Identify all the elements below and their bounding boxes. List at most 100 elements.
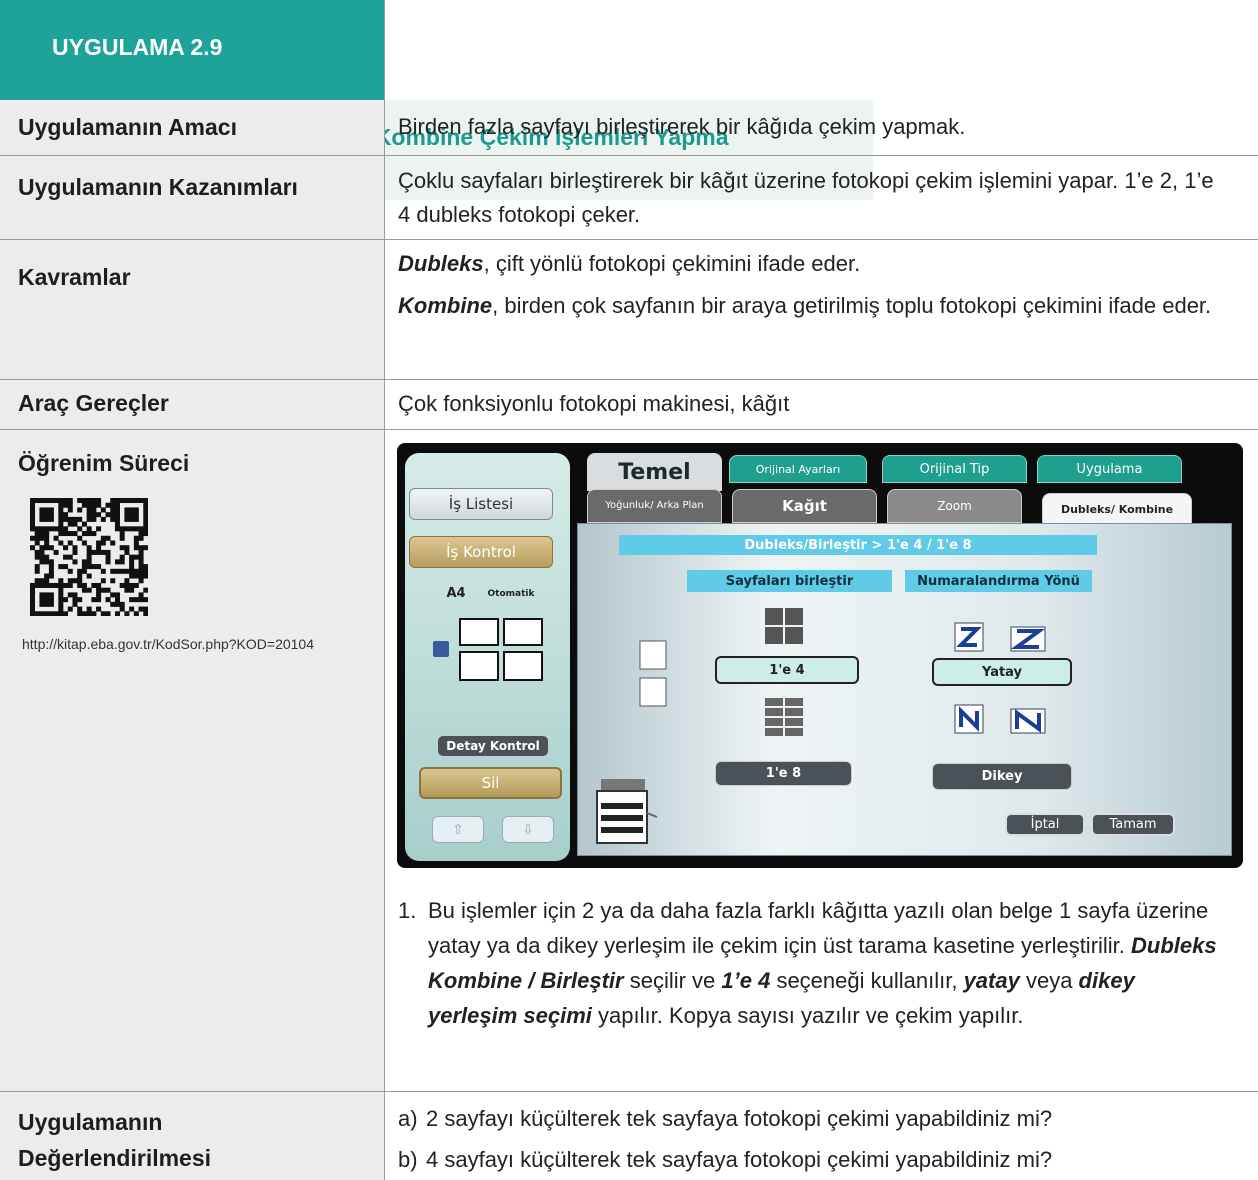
thumb (459, 651, 499, 681)
qr-module (39, 554, 45, 560)
qr-module (34, 554, 40, 560)
qr-module (39, 545, 45, 551)
qr-module (110, 601, 116, 607)
qr-module (129, 597, 135, 603)
qr-module (48, 611, 54, 616)
tab-active[interactable]: Temel (587, 453, 722, 491)
eval-marker: b) (398, 1147, 418, 1172)
qr-module (48, 573, 54, 579)
option-button[interactable]: Dikey (932, 763, 1072, 790)
qr-module (138, 554, 144, 560)
side-button[interactable]: İş Listesi (409, 488, 553, 520)
qr-module (77, 498, 83, 504)
option-button[interactable]: Yatay (932, 658, 1072, 686)
qr-module (67, 554, 73, 560)
option-button[interactable]: 1'e 8 (715, 761, 852, 786)
subtab[interactable]: Kağıt (732, 489, 877, 523)
qr-module (81, 502, 87, 508)
qr-module (30, 592, 36, 598)
qr-module (34, 526, 40, 532)
thumb (503, 651, 543, 681)
qr-module (44, 535, 50, 541)
qr-module (34, 531, 40, 537)
side-button[interactable]: Sil (419, 767, 562, 799)
tab[interactable]: Orijinal Ayarları (729, 455, 867, 483)
subtab[interactable]: Yoğunluk/ Arka Plan (587, 489, 722, 523)
option-button[interactable]: 1'e 4 (715, 656, 859, 684)
qr-code (30, 498, 148, 616)
qr-module (34, 611, 40, 616)
qr-module (34, 549, 40, 555)
qr-module (91, 498, 97, 504)
qr-module (81, 540, 87, 546)
qr-module (63, 554, 69, 560)
qr-module (86, 587, 92, 593)
subtab[interactable]: Zoom (887, 489, 1022, 523)
concept: Dubleks, çift yönlü fotokopi çekimini if… (398, 247, 1228, 281)
qr-module (96, 592, 102, 598)
eval-text: 4 sayfayı küçülterek tek sayfaya fotokop… (426, 1147, 1053, 1172)
qr-module (44, 531, 50, 537)
qr-module (114, 601, 120, 607)
qr-module (67, 502, 73, 508)
arrow-down[interactable]: ⇩ (502, 816, 554, 843)
qr-module (114, 516, 120, 522)
subtab-active[interactable]: Dubleks/ Kombine (1042, 493, 1192, 525)
qr-module (30, 545, 36, 551)
qr-module (34, 535, 40, 541)
qr-module (124, 545, 130, 551)
qr-module (119, 526, 125, 532)
qr-module (86, 549, 92, 555)
copier-screen: İş Listesi İş Kontrol A4 Otomatik Detay … (397, 443, 1243, 868)
qr-module (96, 582, 102, 588)
qr-module (100, 516, 106, 522)
qr-module (96, 540, 102, 546)
cancel-button[interactable]: İptal (1005, 813, 1085, 836)
qr-module (63, 564, 69, 570)
qr-module (119, 498, 125, 504)
breadcrumb: Dubleks/Birleştir > 1'e 4 / 1'e 8 (619, 535, 1097, 555)
qr-module (63, 611, 69, 616)
qr-module (91, 582, 97, 588)
qr-module (30, 512, 36, 518)
qr-module (48, 568, 54, 574)
step-segment: seçeneği kullanılır, (770, 968, 964, 993)
tab[interactable]: Orijinal Tip (882, 455, 1027, 483)
qr-module (86, 507, 92, 513)
qr-module (114, 507, 120, 513)
qr-module (34, 568, 40, 574)
qr-module (44, 540, 50, 546)
qr-module (138, 549, 144, 555)
tab[interactable]: Uygulama (1037, 455, 1182, 483)
ok-button[interactable]: Tamam (1091, 813, 1175, 836)
qr-module (86, 526, 92, 532)
arrow-up[interactable]: ⇧ (432, 816, 484, 843)
qr-module (30, 521, 36, 527)
qr-module (44, 601, 50, 607)
side-button[interactable]: Detay Kontrol (437, 735, 549, 757)
qr-module (30, 611, 36, 616)
qr-module (77, 573, 83, 579)
qr-module (63, 531, 69, 537)
qr-module (34, 582, 40, 588)
qr-module (48, 516, 54, 522)
qr-module (110, 592, 116, 598)
qr-module (133, 554, 139, 560)
qr-module (138, 564, 144, 570)
qr-module (114, 502, 120, 508)
qr-module (63, 502, 69, 508)
copier-icon (596, 779, 658, 844)
qr-module (39, 531, 45, 537)
qr-module (44, 578, 50, 584)
qr-module (100, 578, 106, 584)
qr-module (30, 601, 36, 607)
qr-module (86, 554, 92, 560)
qr-module (129, 582, 135, 588)
qr-module (44, 592, 50, 598)
qr-module (48, 601, 54, 607)
qr-module (143, 512, 148, 518)
side-button[interactable]: İş Kontrol (409, 536, 553, 568)
qr-module (114, 526, 120, 532)
row-label-text: Öğrenim Süreci (18, 450, 190, 476)
eval-marker: a) (398, 1106, 418, 1131)
